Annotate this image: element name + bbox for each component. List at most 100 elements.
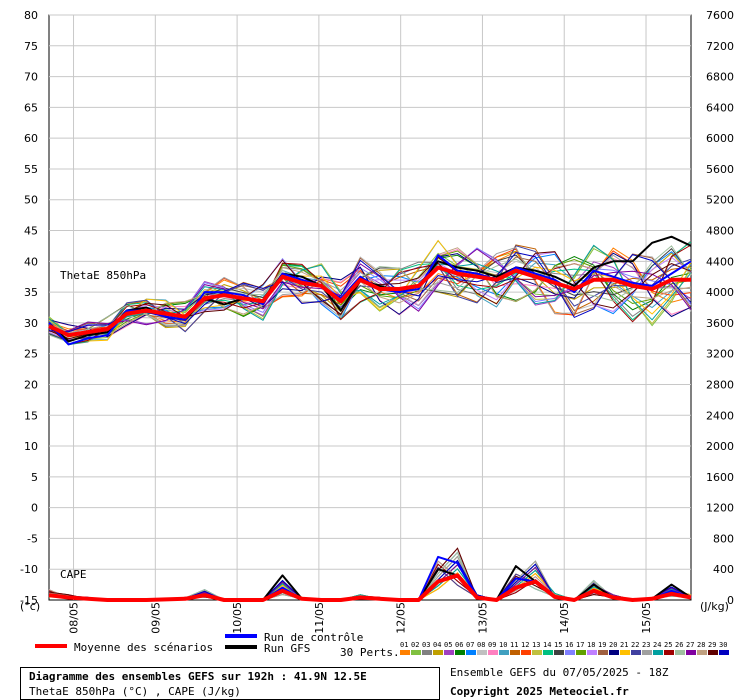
x-axis-ticks: 08/05 09/05 10/05 11/05 12/05 13/05 14/05 15/05 — [68, 602, 653, 634]
right-tick-label: 400 — [713, 563, 734, 576]
left-tick-label: 30 — [24, 317, 38, 330]
member-swatch — [708, 650, 718, 655]
right-tick-label: 800 — [713, 532, 734, 545]
member-number: 10 — [499, 641, 507, 649]
legend-control-label: Run de contrôle — [264, 631, 363, 644]
cape-annotation: CAPE — [60, 568, 87, 581]
left-tick-label: 50 — [24, 194, 38, 207]
member-swatch — [565, 650, 575, 655]
member-number: 20 — [609, 641, 617, 649]
right-tick-label: 6800 — [706, 71, 734, 84]
member-number: 01 — [400, 641, 408, 649]
footer-run: Ensemble GEFS du 07/05/2025 - 18Z — [450, 666, 669, 679]
member-swatch — [488, 650, 498, 655]
member-theta-line — [48, 245, 692, 343]
member-number: 09 — [488, 641, 496, 649]
member-swatch — [620, 650, 630, 655]
right-tick-label: 3600 — [706, 317, 734, 330]
member-theta-line — [48, 253, 692, 332]
member-swatch — [576, 650, 586, 655]
x-tick-label: 15/05 — [640, 602, 653, 634]
theta-annotation: ThetaE 850hPa — [60, 269, 146, 282]
member-number: 30 — [719, 641, 727, 649]
right-tick-label: 7200 — [706, 40, 734, 53]
member-number: 12 — [521, 641, 529, 649]
right-tick-label: 1600 — [706, 471, 734, 484]
member-number: 13 — [532, 641, 540, 649]
left-tick-label: 0 — [31, 502, 38, 515]
left-tick-label: -15 — [20, 594, 38, 607]
legend-gfs-swatch — [225, 645, 257, 649]
legend-mean-label: Moyenne des scénarios — [74, 641, 213, 654]
left-tick-label: 15 — [24, 409, 38, 422]
left-tick-label: -10 — [20, 563, 38, 576]
right-tick-label: 4400 — [706, 255, 734, 268]
right-tick-label: 5600 — [706, 163, 734, 176]
member-swatch — [411, 650, 421, 655]
member-swatch — [631, 650, 641, 655]
member-number: 15 — [554, 641, 562, 649]
member-swatch — [554, 650, 564, 655]
member-legend: 01 02 03 04 05 06 07 08 09 10 11 12 13 14 15 16 17 18 19 20… — [400, 641, 729, 655]
member-swatch — [510, 650, 520, 655]
member-swatch — [664, 650, 674, 655]
member-number: 26 — [675, 641, 683, 649]
left-tick-label: 70 — [24, 71, 38, 84]
member-swatch — [400, 650, 410, 655]
series-lines — [48, 235, 692, 602]
legend-mean-swatch — [35, 644, 67, 648]
member-swatch — [444, 650, 454, 655]
member-number: 27 — [686, 641, 694, 649]
x-tick-label: 11/05 — [313, 602, 326, 634]
x-tick-label: 12/05 — [395, 602, 408, 634]
member-swatch — [697, 650, 707, 655]
member-number: 18 — [587, 641, 595, 649]
right-tick-label: 0 — [727, 594, 734, 607]
right-tick-label: 2800 — [706, 378, 734, 391]
member-number: 06 — [455, 641, 463, 649]
left-tick-label: 40 — [24, 255, 38, 268]
right-axis-unit: (J/kg) — [700, 600, 729, 613]
left-tick-label: 20 — [24, 378, 38, 391]
left-tick-label: 75 — [24, 40, 38, 53]
cape-moyenne-des-sc-nariosline — [48, 573, 692, 602]
member-swatch — [587, 650, 597, 655]
footer-copyright: Copyright 2025 Meteociel.fr — [450, 685, 629, 698]
member-swatch — [686, 650, 696, 655]
member-number: 25 — [664, 641, 672, 649]
x-tick-label: 09/05 — [149, 602, 162, 634]
left-tick-label: 35 — [24, 286, 38, 299]
member-swatch — [455, 650, 465, 655]
legend-control-swatch — [225, 634, 257, 638]
member-number: 07 — [466, 641, 474, 649]
left-axis-unit: (°c) — [20, 600, 40, 613]
left-tick-label: 60 — [24, 132, 38, 145]
right-tick-label: 6400 — [706, 101, 734, 114]
left-tick-label: 80 — [24, 9, 38, 22]
right-tick-label: 2000 — [706, 440, 734, 453]
x-tick-label: 14/05 — [558, 602, 571, 634]
member-number: 29 — [708, 641, 716, 649]
member-number: 19 — [598, 641, 606, 649]
member-swatch — [433, 650, 443, 655]
member-swatch — [466, 650, 476, 655]
right-tick-label: 4800 — [706, 225, 734, 238]
member-swatch — [521, 650, 531, 655]
footer-title-box: Diagramme des ensembles GEFS sur 192h : … — [20, 667, 440, 700]
member-number: 22 — [631, 641, 639, 649]
member-swatch — [675, 650, 685, 655]
left-tick-label: 65 — [24, 101, 38, 114]
left-tick-label: -5 — [27, 532, 38, 545]
member-swatch — [499, 650, 509, 655]
x-tick-label: 13/05 — [476, 602, 489, 634]
right-tick-label: 1200 — [706, 502, 734, 515]
right-tick-label: 2400 — [706, 409, 734, 422]
x-tick-label: 10/05 — [231, 602, 244, 634]
left-tick-label: 55 — [24, 163, 38, 176]
member-number: 28 — [697, 641, 705, 649]
member-number: 23 — [642, 641, 650, 649]
footer-title: Diagramme des ensembles GEFS sur 192h : … — [29, 670, 367, 683]
member-swatch — [477, 650, 487, 655]
right-tick-label: 4000 — [706, 286, 734, 299]
